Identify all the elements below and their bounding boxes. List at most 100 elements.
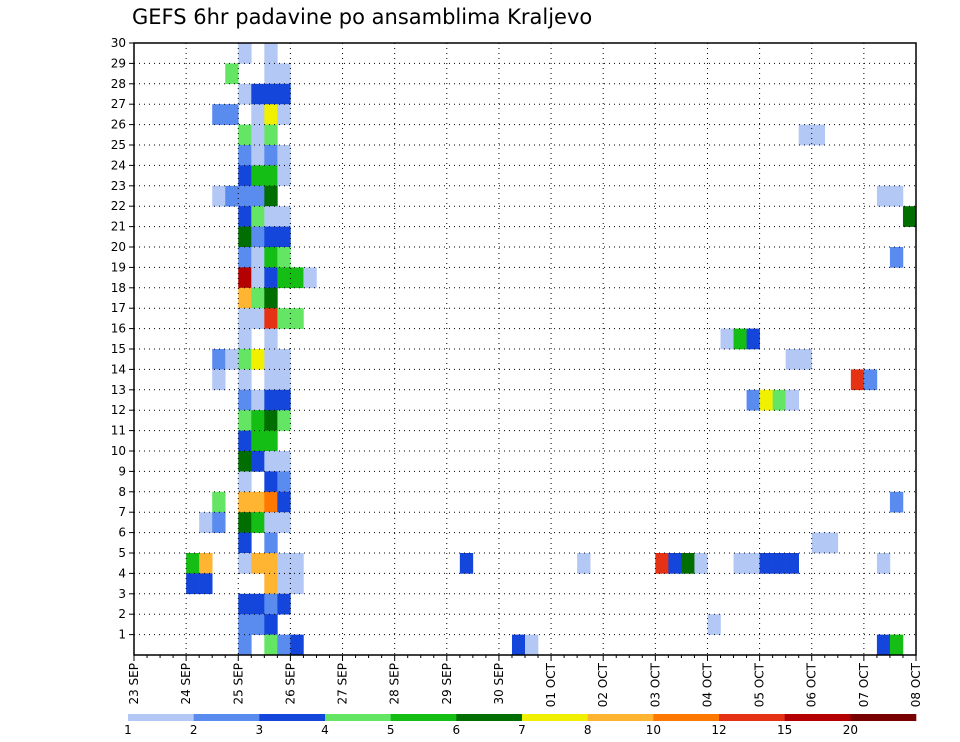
heatmap-cell bbox=[264, 206, 278, 227]
heatmap-cell bbox=[212, 349, 226, 370]
heatmap-cell bbox=[212, 512, 226, 533]
heatmap-cell bbox=[889, 491, 904, 513]
heatmap-cell bbox=[759, 389, 773, 411]
x-tick-label: 30 SEP bbox=[492, 663, 506, 705]
heatmap-cell bbox=[238, 267, 252, 289]
heatmap-cell bbox=[264, 512, 278, 533]
heatmap-cell bbox=[290, 553, 304, 574]
heatmap-cell bbox=[863, 369, 878, 391]
y-tick-label: 18 bbox=[111, 281, 126, 295]
heatmap-cell bbox=[290, 634, 304, 656]
y-tick-label: 15 bbox=[111, 342, 126, 356]
x-tick-label: 25 SEP bbox=[231, 663, 245, 705]
colorbar-label: 1 bbox=[124, 723, 132, 737]
heatmap-cell bbox=[264, 267, 278, 289]
heatmap-cell bbox=[655, 553, 669, 574]
y-tick-label: 22 bbox=[111, 199, 126, 213]
colorbar-label: 4 bbox=[321, 723, 329, 737]
heatmap-cell bbox=[277, 247, 291, 268]
heatmap-cell bbox=[199, 512, 213, 533]
heatmap-cell bbox=[264, 573, 278, 595]
colorbar-label: 10 bbox=[646, 723, 661, 737]
heatmap-cell bbox=[525, 634, 539, 656]
colorbar-swatch bbox=[128, 714, 194, 721]
y-tick-label: 27 bbox=[111, 97, 126, 111]
y-tick-label: 13 bbox=[111, 383, 126, 397]
y-tick-label: 29 bbox=[111, 56, 126, 70]
heatmap-cell bbox=[264, 185, 278, 207]
y-tick-label: 23 bbox=[111, 179, 126, 193]
heatmap-cell bbox=[798, 124, 813, 146]
heatmap-cell bbox=[238, 369, 252, 391]
y-tick-label: 21 bbox=[111, 220, 126, 234]
heatmap-cell bbox=[225, 104, 239, 125]
x-tick-label: 06 OCT bbox=[805, 662, 819, 707]
heatmap-cell bbox=[238, 287, 252, 309]
heatmap-cell bbox=[277, 145, 291, 166]
heatmap-cell bbox=[264, 83, 278, 105]
x-tick-label: 29 SEP bbox=[440, 663, 454, 705]
heatmap-cell bbox=[889, 247, 904, 268]
heatmap-cell bbox=[889, 185, 904, 207]
heatmap-cell bbox=[746, 553, 760, 574]
colorbar-swatch bbox=[653, 714, 720, 721]
heatmap-cell bbox=[264, 247, 278, 268]
heatmap-cell bbox=[876, 553, 891, 574]
y-tick-label: 5 bbox=[118, 546, 126, 560]
heatmap-cell bbox=[290, 267, 304, 289]
heatmap-cell bbox=[199, 573, 213, 595]
colorbar: 1 2 3 4 5 6 7 8 10 12 15 20 bbox=[124, 714, 917, 737]
heatmap-cell bbox=[251, 145, 265, 166]
heatmap-cell bbox=[251, 185, 265, 207]
y-tick-label: 26 bbox=[111, 118, 126, 132]
y-tick-label: 17 bbox=[111, 301, 126, 315]
x-tick-label: 04 OCT bbox=[700, 662, 714, 707]
x-tick-label: 07 OCT bbox=[857, 662, 871, 707]
heatmap-cell bbox=[511, 634, 526, 656]
heatmap-cell bbox=[277, 63, 291, 85]
y-tick-label: 6 bbox=[118, 526, 126, 540]
heatmap-cells bbox=[186, 43, 917, 656]
colorbar-label: 20 bbox=[843, 723, 858, 737]
heatmap-cell bbox=[277, 471, 291, 493]
heatmap-cell bbox=[238, 389, 252, 411]
y-tick-label: 20 bbox=[111, 240, 126, 254]
y-tick-label: 1 bbox=[118, 628, 126, 642]
y-tick-label: 14 bbox=[111, 362, 126, 376]
colorbar-label: 15 bbox=[777, 723, 792, 737]
heatmap-cell bbox=[251, 512, 265, 533]
heatmap-cell bbox=[251, 104, 265, 125]
y-tick-label: 30 bbox=[111, 36, 126, 50]
heatmap-cell bbox=[707, 614, 721, 635]
y-tick-label: 12 bbox=[111, 403, 126, 417]
y-tick-label: 9 bbox=[118, 464, 126, 478]
colorbar-swatch bbox=[522, 714, 588, 721]
heatmap-cell bbox=[225, 185, 239, 207]
heatmap-cell bbox=[251, 389, 265, 411]
heatmap-cell bbox=[238, 145, 252, 166]
heatmap-cell bbox=[876, 185, 891, 207]
heatmap-cell bbox=[251, 206, 265, 227]
heatmap-cell bbox=[238, 165, 252, 187]
heatmap-cell bbox=[264, 614, 278, 635]
heatmap-cell bbox=[277, 267, 291, 289]
heatmap-cell bbox=[238, 410, 252, 431]
heatmap-cell bbox=[251, 308, 265, 329]
heatmap-cell bbox=[277, 451, 291, 472]
x-tick-label: 05 OCT bbox=[753, 662, 767, 707]
heatmap-cell bbox=[238, 553, 252, 574]
heatmap-cell bbox=[251, 553, 265, 574]
heatmap-cell bbox=[824, 532, 839, 554]
x-tick-label: 02 OCT bbox=[596, 662, 610, 707]
heatmap-cell bbox=[811, 532, 826, 554]
heatmap-cell bbox=[264, 349, 278, 370]
heatmap-cell bbox=[251, 430, 265, 452]
y-tick-label: 7 bbox=[118, 505, 126, 519]
heatmap-cell bbox=[238, 349, 252, 370]
heatmap-cell bbox=[212, 491, 226, 513]
heatmap-cell bbox=[251, 287, 265, 309]
heatmap-cell bbox=[212, 369, 226, 391]
heatmap-cell bbox=[303, 267, 317, 289]
y-tick-label: 24 bbox=[111, 158, 126, 172]
